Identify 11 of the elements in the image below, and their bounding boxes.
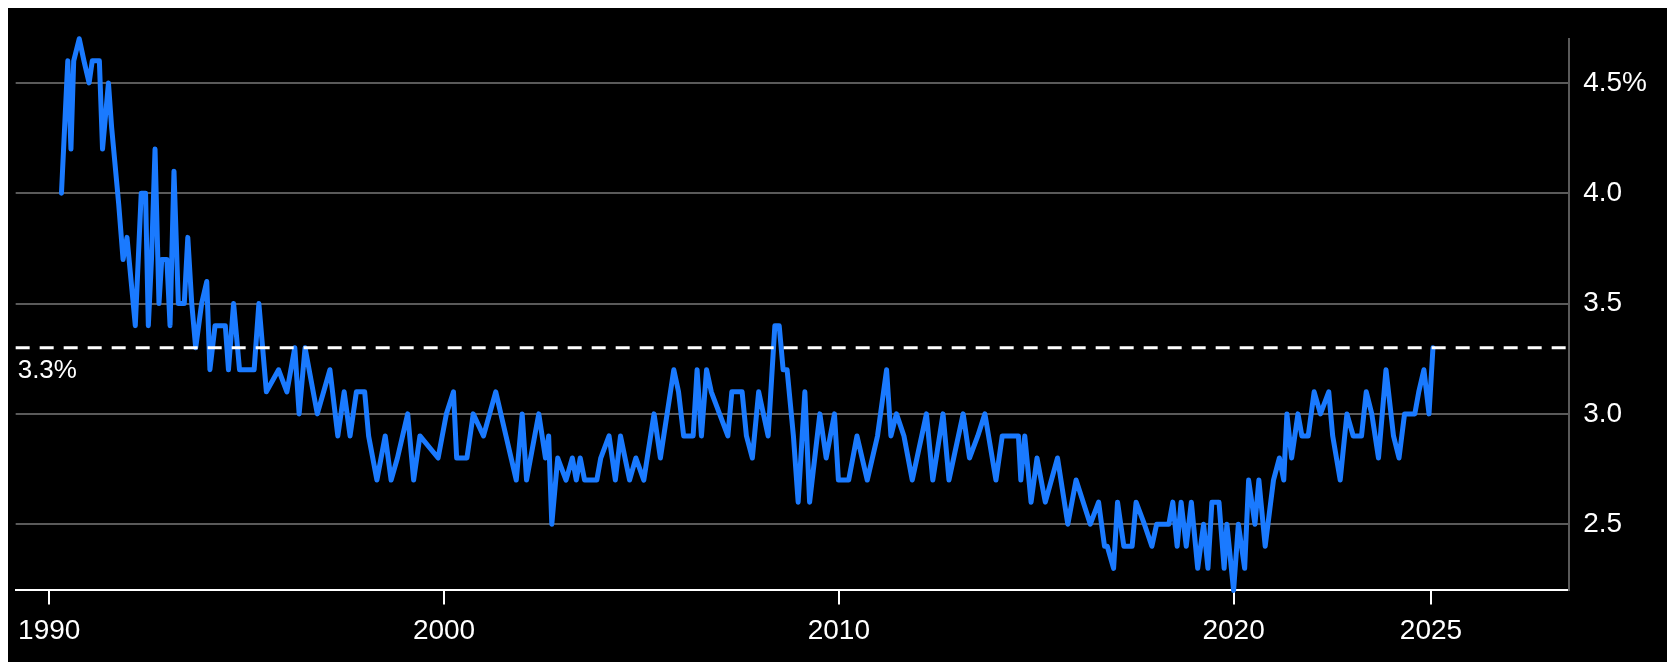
y-tick-label: 4.0 xyxy=(1583,175,1623,207)
x-tick-label: 1990 xyxy=(18,613,81,645)
y-tick-label: 4.5% xyxy=(1583,65,1648,97)
x-tick-label: 2000 xyxy=(412,613,476,645)
y-tick-label: 3.0 xyxy=(1583,396,1623,428)
x-tick-label: 2010 xyxy=(807,613,870,645)
x-tick-label: 2025 xyxy=(1399,613,1463,645)
y-tick-label: 3.5 xyxy=(1583,286,1623,318)
y-tick-label: 2.5 xyxy=(1583,506,1623,538)
ref-line-label: 3.3% xyxy=(17,353,77,384)
x-tick-label: 2020 xyxy=(1202,613,1265,645)
